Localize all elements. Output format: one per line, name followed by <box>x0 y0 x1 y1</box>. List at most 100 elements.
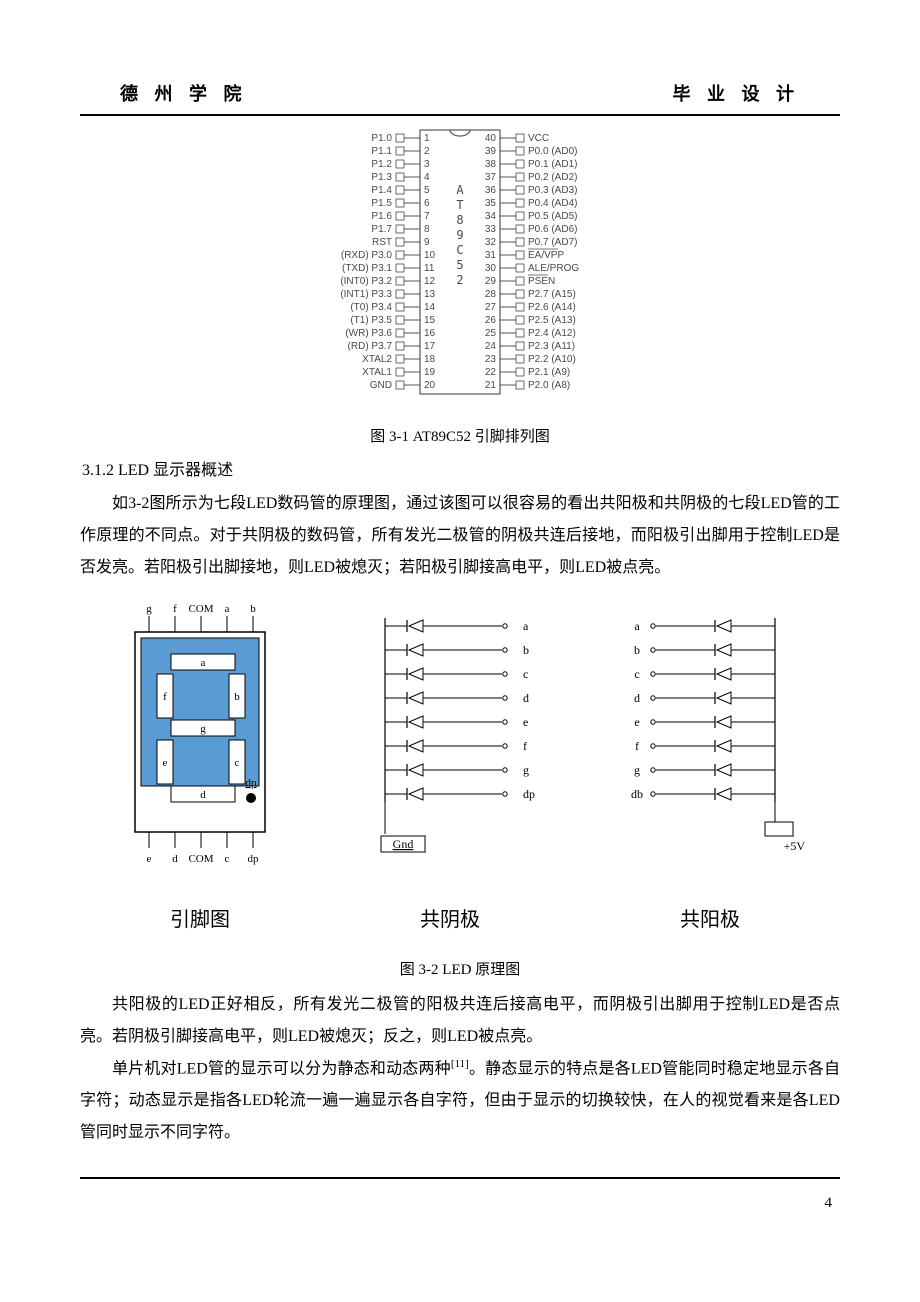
svg-text:P2.2 (A10): P2.2 (A10) <box>528 354 576 365</box>
svg-text:(INT0) P3.2: (INT0) P3.2 <box>340 276 392 287</box>
svg-text:f: f <box>173 603 177 615</box>
svg-text:40: 40 <box>485 133 497 144</box>
header-rule <box>80 114 840 116</box>
svg-text:C: C <box>456 243 463 257</box>
paragraph-display-modes: 单片机对LED管的显示可以分为静态和动态两种[11]。静态显示的特点是各LED管… <box>80 1053 840 1149</box>
svg-text:c: c <box>225 853 230 865</box>
svg-text:(WR) P3.6: (WR) P3.6 <box>345 328 392 339</box>
svg-text:a: a <box>225 603 230 615</box>
svg-text:18: 18 <box>424 354 436 365</box>
svg-text:8: 8 <box>424 224 430 235</box>
svg-text:30: 30 <box>485 263 497 274</box>
svg-text:P0.1 (AD1): P0.1 (AD1) <box>528 159 577 170</box>
svg-text:29: 29 <box>485 276 497 287</box>
svg-text:e: e <box>634 715 639 729</box>
svg-text:VCC: VCC <box>528 133 549 144</box>
svg-text:36: 36 <box>485 185 497 196</box>
svg-text:6: 6 <box>424 198 430 209</box>
svg-text:P1.2: P1.2 <box>371 159 392 170</box>
svg-text:P0.4 (AD4): P0.4 (AD4) <box>528 198 577 209</box>
svg-text:b: b <box>634 643 640 657</box>
led-anode-caption: 共阳极 <box>615 903 805 932</box>
svg-text:c: c <box>235 757 240 769</box>
section-heading-3-1-2: 3.1.2 LED 显示器概述 <box>80 456 840 480</box>
svg-text:39: 39 <box>485 146 497 157</box>
svg-text:4: 4 <box>424 172 430 183</box>
header-doctype: 毕 业 设 计 <box>673 80 801 106</box>
led-principle-figure: afbgecddpgfCOMabedCOMcdp 引脚图 abcdefgdpGn… <box>80 600 840 932</box>
svg-text:dp: dp <box>248 853 260 865</box>
svg-text:XTAL2: XTAL2 <box>362 354 392 365</box>
svg-text:9: 9 <box>456 228 463 242</box>
svg-text:GND: GND <box>370 380 392 391</box>
header-institution: 德 州 学 院 <box>120 80 248 106</box>
svg-text:b: b <box>250 603 256 615</box>
svg-text:T: T <box>456 198 463 212</box>
led-cathode-caption: 共阴极 <box>355 903 545 932</box>
svg-text:f: f <box>635 739 639 753</box>
svg-text:P0.5 (AD5): P0.5 (AD5) <box>528 211 577 222</box>
svg-text:d: d <box>523 691 529 705</box>
led-cathode-svg: abcdefgdpGnd <box>355 600 545 890</box>
svg-text:25: 25 <box>485 328 497 339</box>
svg-text:a: a <box>634 619 640 633</box>
svg-text:5: 5 <box>424 185 430 196</box>
footer-rule <box>80 1177 840 1185</box>
svg-text:dp: dp <box>246 777 258 789</box>
paragraph-common-anode: 共阳极的LED正好相反，所有发光二极管的阳极共连后接高电平，而阴极引出脚用于控制… <box>80 989 840 1053</box>
svg-text:35: 35 <box>485 198 497 209</box>
svg-text:22: 22 <box>485 367 497 378</box>
svg-text:COM: COM <box>188 603 213 615</box>
svg-text:b: b <box>234 691 240 703</box>
svg-text:+5V: +5V <box>784 839 805 853</box>
svg-text:RST: RST <box>372 237 392 248</box>
svg-text:P0.7 (AD7): P0.7 (AD7) <box>528 237 577 248</box>
led-pinout-caption: 引脚图 <box>115 903 285 932</box>
svg-text:P2.5 (A13): P2.5 (A13) <box>528 315 576 326</box>
svg-text:PSEN: PSEN <box>528 276 555 287</box>
svg-text:e: e <box>523 715 528 729</box>
svg-text:34: 34 <box>485 211 497 222</box>
svg-text:A: A <box>456 183 464 197</box>
svg-text:f: f <box>163 691 167 703</box>
svg-text:e: e <box>163 757 168 769</box>
svg-text:EA/VPP: EA/VPP <box>528 250 564 261</box>
svg-text:P0.6 (AD6): P0.6 (AD6) <box>528 224 577 235</box>
svg-text:16: 16 <box>424 328 436 339</box>
svg-text:7: 7 <box>424 211 430 222</box>
svg-text:31: 31 <box>485 250 497 261</box>
svg-text:17: 17 <box>424 341 436 352</box>
svg-text:38: 38 <box>485 159 497 170</box>
svg-text:g: g <box>523 763 529 777</box>
svg-text:g: g <box>200 723 206 735</box>
svg-text:e: e <box>147 853 152 865</box>
svg-text:5: 5 <box>456 258 463 272</box>
svg-text:21: 21 <box>485 380 497 391</box>
svg-text:ALE/PROG: ALE/PROG <box>528 263 579 274</box>
svg-text:P2.0 (A8): P2.0 (A8) <box>528 380 570 391</box>
svg-text:14: 14 <box>424 302 436 313</box>
chip-pinout-figure: AT89C52P1.01P1.12P1.23P1.34P1.45P1.56P1.… <box>265 126 655 411</box>
figure-3-1-caption: 图 3-1 AT89C52 引脚排列图 <box>80 425 840 446</box>
svg-text:P2.3 (A11): P2.3 (A11) <box>528 341 575 352</box>
svg-text:c: c <box>523 667 528 681</box>
citation-11: [11] <box>451 1058 469 1070</box>
svg-text:P1.0: P1.0 <box>371 133 392 144</box>
svg-text:P0.2 (AD2): P0.2 (AD2) <box>528 172 577 183</box>
led-anode-col: abcdefgdb+5V 共阳极 <box>615 600 805 932</box>
svg-text:db: db <box>631 787 643 801</box>
svg-text:9: 9 <box>424 237 430 248</box>
svg-text:COM: COM <box>188 853 213 865</box>
svg-text:23: 23 <box>485 354 497 365</box>
svg-text:P1.6: P1.6 <box>371 211 392 222</box>
led-pinout-svg: afbgecddpgfCOMabedCOMcdp <box>115 600 285 890</box>
svg-text:P2.6 (A14): P2.6 (A14) <box>528 302 576 313</box>
svg-text:12: 12 <box>424 276 436 287</box>
svg-text:a: a <box>201 657 206 669</box>
svg-text:(T1) P3.5: (T1) P3.5 <box>350 315 392 326</box>
svg-text:2: 2 <box>424 146 430 157</box>
svg-text:(T0) P3.4: (T0) P3.4 <box>350 302 392 313</box>
svg-text:24: 24 <box>485 341 497 352</box>
svg-text:P2.4 (A12): P2.4 (A12) <box>528 328 576 339</box>
svg-text:P0.0 (AD0): P0.0 (AD0) <box>528 146 577 157</box>
